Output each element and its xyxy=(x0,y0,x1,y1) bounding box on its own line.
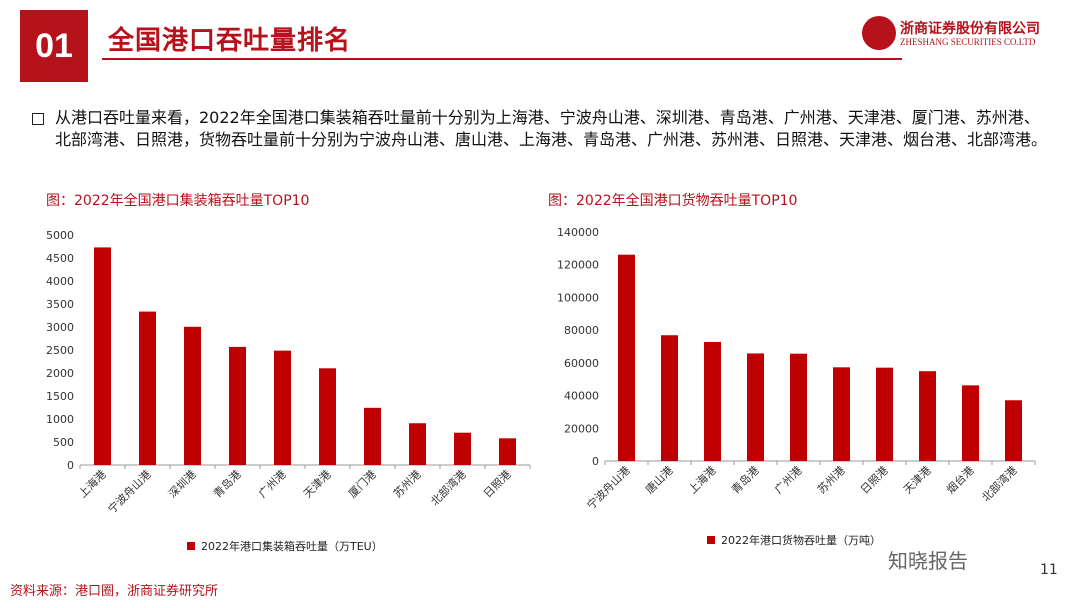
y-tick-label: 1000 xyxy=(46,413,74,426)
company-name-en: ZHESHANG SECURITIES CO.LTD xyxy=(900,37,1036,47)
x-tick-label: 青岛港 xyxy=(728,463,761,496)
container-throughput-chart: 0 500 1000 1500 2000 2500 3000 3500 4000 4500 5000… xyxy=(46,229,531,553)
bar-北部湾港 xyxy=(1005,400,1022,461)
y-tick-label: 500 xyxy=(53,436,74,449)
bar-天津港 xyxy=(319,368,336,465)
x-tick-label: 烟台港 xyxy=(943,463,976,496)
data-source: 资料来源：港口圈，浙商证券研究所 xyxy=(10,584,219,599)
y-tick-label: 1500 xyxy=(46,390,74,403)
bar-青岛港 xyxy=(747,353,764,461)
x-tick-label: 天津港 xyxy=(301,468,334,501)
x-tick-label: 苏州港 xyxy=(391,468,424,501)
x-tick-label: 宁波舟山港 xyxy=(584,463,633,512)
legend-label: 2022年港口货物吞吐量（万吨） xyxy=(721,533,881,547)
bar-日照港 xyxy=(499,438,516,465)
bar-唐山港 xyxy=(661,335,678,461)
y-tick-label: 140000 xyxy=(557,226,599,239)
bar-苏州港 xyxy=(409,423,426,465)
y-tick-label: 40000 xyxy=(564,390,599,403)
x-tick-label: 广州港 xyxy=(256,468,289,501)
cargo-throughput-chart: 0 20000 40000 60000 80000 100000 120000 140000 宁… xyxy=(557,226,1036,547)
y-tick-label: 100000 xyxy=(557,291,599,304)
x-tick-label: 北部湾港 xyxy=(979,463,1020,504)
x-tick-label: 苏州港 xyxy=(815,464,848,497)
x-tick-label: 天津港 xyxy=(901,464,934,497)
title-divider xyxy=(102,58,902,60)
y-tick-label: 3000 xyxy=(46,321,74,334)
y-tick-label: 0 xyxy=(592,455,599,468)
chart2-title: 图：2022年全国港口货物吞吐量TOP10 xyxy=(548,193,798,209)
x-tick-label: 宁波舟山港 xyxy=(105,467,154,516)
page-number: 11 xyxy=(1040,562,1058,578)
watermark: 知晓报告 xyxy=(888,549,968,573)
bar-苏州港 xyxy=(833,367,850,461)
bar-宁波舟山港 xyxy=(618,254,635,461)
company-logo-icon xyxy=(862,16,896,50)
x-tick-label: 广州港 xyxy=(772,464,805,497)
bullet-square-icon xyxy=(32,113,44,125)
bar-广州港 xyxy=(274,350,291,465)
bar-日照港 xyxy=(876,367,893,461)
y-tick-label: 120000 xyxy=(557,259,599,272)
bar-烟台港 xyxy=(962,385,979,461)
x-tick-label: 深圳港 xyxy=(166,468,199,501)
y-tick-label: 3500 xyxy=(46,298,74,311)
x-tick-label: 上海港 xyxy=(75,467,108,500)
legend-label: 2022年港口集装箱吞吐量（万TEU） xyxy=(201,539,383,553)
x-tick-label: 日照港 xyxy=(481,468,514,501)
y-tick-label: 4000 xyxy=(46,275,74,288)
x-tick-label: 厦门港 xyxy=(345,467,378,500)
legend-swatch xyxy=(707,536,715,544)
legend-swatch xyxy=(187,542,195,550)
bar-广州港 xyxy=(790,353,807,461)
bar-上海港 xyxy=(704,341,721,461)
y-tick-label: 20000 xyxy=(564,422,599,435)
bar-上海港 xyxy=(94,247,111,465)
y-tick-label: 4500 xyxy=(46,252,74,265)
bar-宁波舟山港 xyxy=(139,311,156,465)
bar-天津港 xyxy=(919,371,936,461)
section-number: 01 xyxy=(20,10,88,82)
company-name: 浙商证券股份有限公司 xyxy=(900,21,1040,37)
bullet-text: 从港口吞吐量来看，2022年全国港口集装箱吞吐量前十分别为上海港、宁波舟山港、深… xyxy=(55,108,1048,149)
x-tick-label: 青岛港 xyxy=(210,467,243,500)
y-tick-label: 5000 xyxy=(46,229,74,242)
y-tick-label: 60000 xyxy=(564,357,599,370)
x-tick-label: 唐山港 xyxy=(642,463,675,496)
bar-深圳港 xyxy=(184,326,201,465)
bar-青岛港 xyxy=(229,346,246,465)
bar-厦门港 xyxy=(364,407,381,465)
y-tick-label: 2500 xyxy=(46,344,74,357)
page-title: 全国港口吞吐量排名 xyxy=(108,26,352,56)
chart1-title: 图：2022年全国港口集装箱吞吐量TOP10 xyxy=(46,193,310,209)
x-tick-label: 北部湾港 xyxy=(428,467,469,508)
x-tick-label: 上海港 xyxy=(685,463,718,496)
x-tick-label: 日照港 xyxy=(858,464,891,497)
y-tick-label: 0 xyxy=(67,459,74,472)
bar-北部湾港 xyxy=(454,432,471,465)
y-tick-label: 2000 xyxy=(46,367,74,380)
y-tick-label: 80000 xyxy=(564,324,599,337)
